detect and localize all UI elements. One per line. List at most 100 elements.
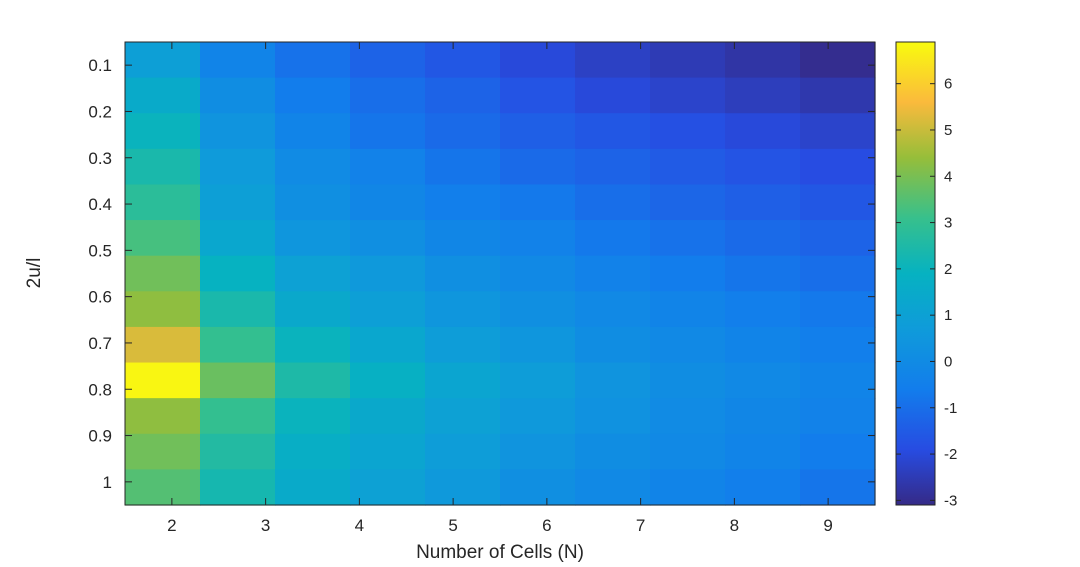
colorbar-tick-label: -2 <box>944 446 957 463</box>
x-tick-label: 7 <box>636 516 645 535</box>
heatmap-cell <box>650 398 726 435</box>
heatmap-cell <box>650 42 726 79</box>
heatmap-cell <box>425 433 501 470</box>
heatmap-cell <box>200 255 276 292</box>
heatmap-cell <box>425 42 501 79</box>
heatmap-cell <box>500 42 576 79</box>
heatmap-cell <box>500 291 576 328</box>
heatmap-cell <box>125 398 201 435</box>
heatmap-cell <box>800 433 876 470</box>
x-tick-label: 4 <box>355 516 364 535</box>
colorbar-tick-label: -3 <box>944 492 957 509</box>
heatmap-cell <box>800 362 876 399</box>
heatmap-cell <box>350 398 426 435</box>
colorbar-tick-label: 6 <box>944 76 952 93</box>
heatmap-cell <box>800 326 876 364</box>
heatmap-cell <box>350 77 426 114</box>
heatmap-cell <box>725 362 801 399</box>
y-tick-label: 0.5 <box>88 241 112 260</box>
heatmap-cell <box>275 362 351 399</box>
heatmap-cell <box>425 148 501 186</box>
heatmap-cell <box>350 42 426 79</box>
heatmap-cell <box>200 469 276 506</box>
y-tick-label: 0.3 <box>88 149 112 168</box>
heatmap-cell <box>800 255 876 292</box>
heatmap-cell <box>125 184 201 221</box>
heatmap-cell <box>650 469 726 506</box>
heatmap-cell <box>125 362 201 399</box>
heatmap-cell <box>200 77 276 114</box>
heatmap-cell <box>575 255 651 292</box>
heatmap-cell <box>725 42 801 79</box>
heatmap-cell <box>575 220 651 257</box>
heatmap-cell <box>800 148 876 186</box>
y-tick-label: 0.8 <box>88 380 112 399</box>
heatmap-cell <box>200 362 276 399</box>
heatmap-cell <box>425 326 501 364</box>
heatmap-cell <box>350 326 426 364</box>
heatmap-cell <box>725 184 801 221</box>
heatmap-cell <box>500 362 576 399</box>
heatmap-cell <box>350 184 426 221</box>
heatmap-cell <box>725 398 801 435</box>
x-axis-ticks: 2 3 4 5 6 7 8 9 <box>167 42 833 535</box>
heatmap-cell <box>425 113 501 150</box>
heatmap-cell <box>275 220 351 257</box>
heatmap-cell <box>350 469 426 506</box>
heatmap-cell <box>275 113 351 150</box>
heatmap-cell <box>200 220 276 257</box>
heatmap-cell <box>500 148 576 186</box>
heatmap-cell <box>125 291 201 328</box>
heatmap-cell <box>350 362 426 399</box>
heatmap-cell <box>575 469 651 506</box>
heatmap-cell <box>425 469 501 506</box>
heatmap-cell <box>200 113 276 150</box>
heatmap-cell <box>425 398 501 435</box>
heatmap-cell <box>275 255 351 292</box>
plot-border <box>124 41 876 506</box>
heatmap-cell <box>575 77 651 114</box>
colorbar: 6 5 4 3 2 1 0 -1 -2 -3 <box>895 41 957 509</box>
heatmap-cell <box>200 291 276 328</box>
heatmap-cell <box>800 291 876 328</box>
heatmap-cell <box>575 362 651 399</box>
heatmap-cell <box>125 220 201 257</box>
colorbar-tick-label: 0 <box>944 353 952 370</box>
y-tick-label: 0.9 <box>88 427 112 446</box>
heatmap-cell <box>575 291 651 328</box>
heatmap-cell <box>650 77 726 114</box>
plot-frame <box>124 41 876 506</box>
colorbar-gradient <box>896 42 935 505</box>
heatmap-cell <box>125 77 201 114</box>
heatmap-cell <box>725 433 801 470</box>
heatmap-cell <box>575 42 651 79</box>
heatmap-cell <box>575 433 651 470</box>
heatmap-cell <box>275 42 351 79</box>
y-tick-label: 1 <box>103 473 112 492</box>
heatmap-cell <box>350 255 426 292</box>
heatmap-cell <box>800 184 876 221</box>
heatmap-cell <box>125 148 201 186</box>
heatmap-cell <box>500 113 576 150</box>
heatmap-cell <box>650 148 726 186</box>
heatmap-cell <box>125 42 201 79</box>
heatmap-cell <box>575 398 651 435</box>
heatmap-cell <box>275 148 351 186</box>
heatmap-cell <box>425 362 501 399</box>
colorbar-tick-label: 2 <box>944 261 952 278</box>
y-tick-label: 0.1 <box>88 56 112 75</box>
heatmap-cell <box>575 113 651 150</box>
heatmap-cell <box>200 184 276 221</box>
heatmap-cell <box>425 255 501 292</box>
heatmap-cell <box>350 291 426 328</box>
heatmap-cell <box>650 255 726 292</box>
heatmap-cell <box>425 77 501 114</box>
heatmap-cell <box>275 433 351 470</box>
heatmap-cell <box>800 469 876 506</box>
colorbar-tick-label: 3 <box>944 215 952 232</box>
heatmap-cell <box>275 184 351 221</box>
heatmap-cell <box>425 184 501 221</box>
heatmap-cell <box>800 398 876 435</box>
heatmap-cell <box>275 326 351 364</box>
